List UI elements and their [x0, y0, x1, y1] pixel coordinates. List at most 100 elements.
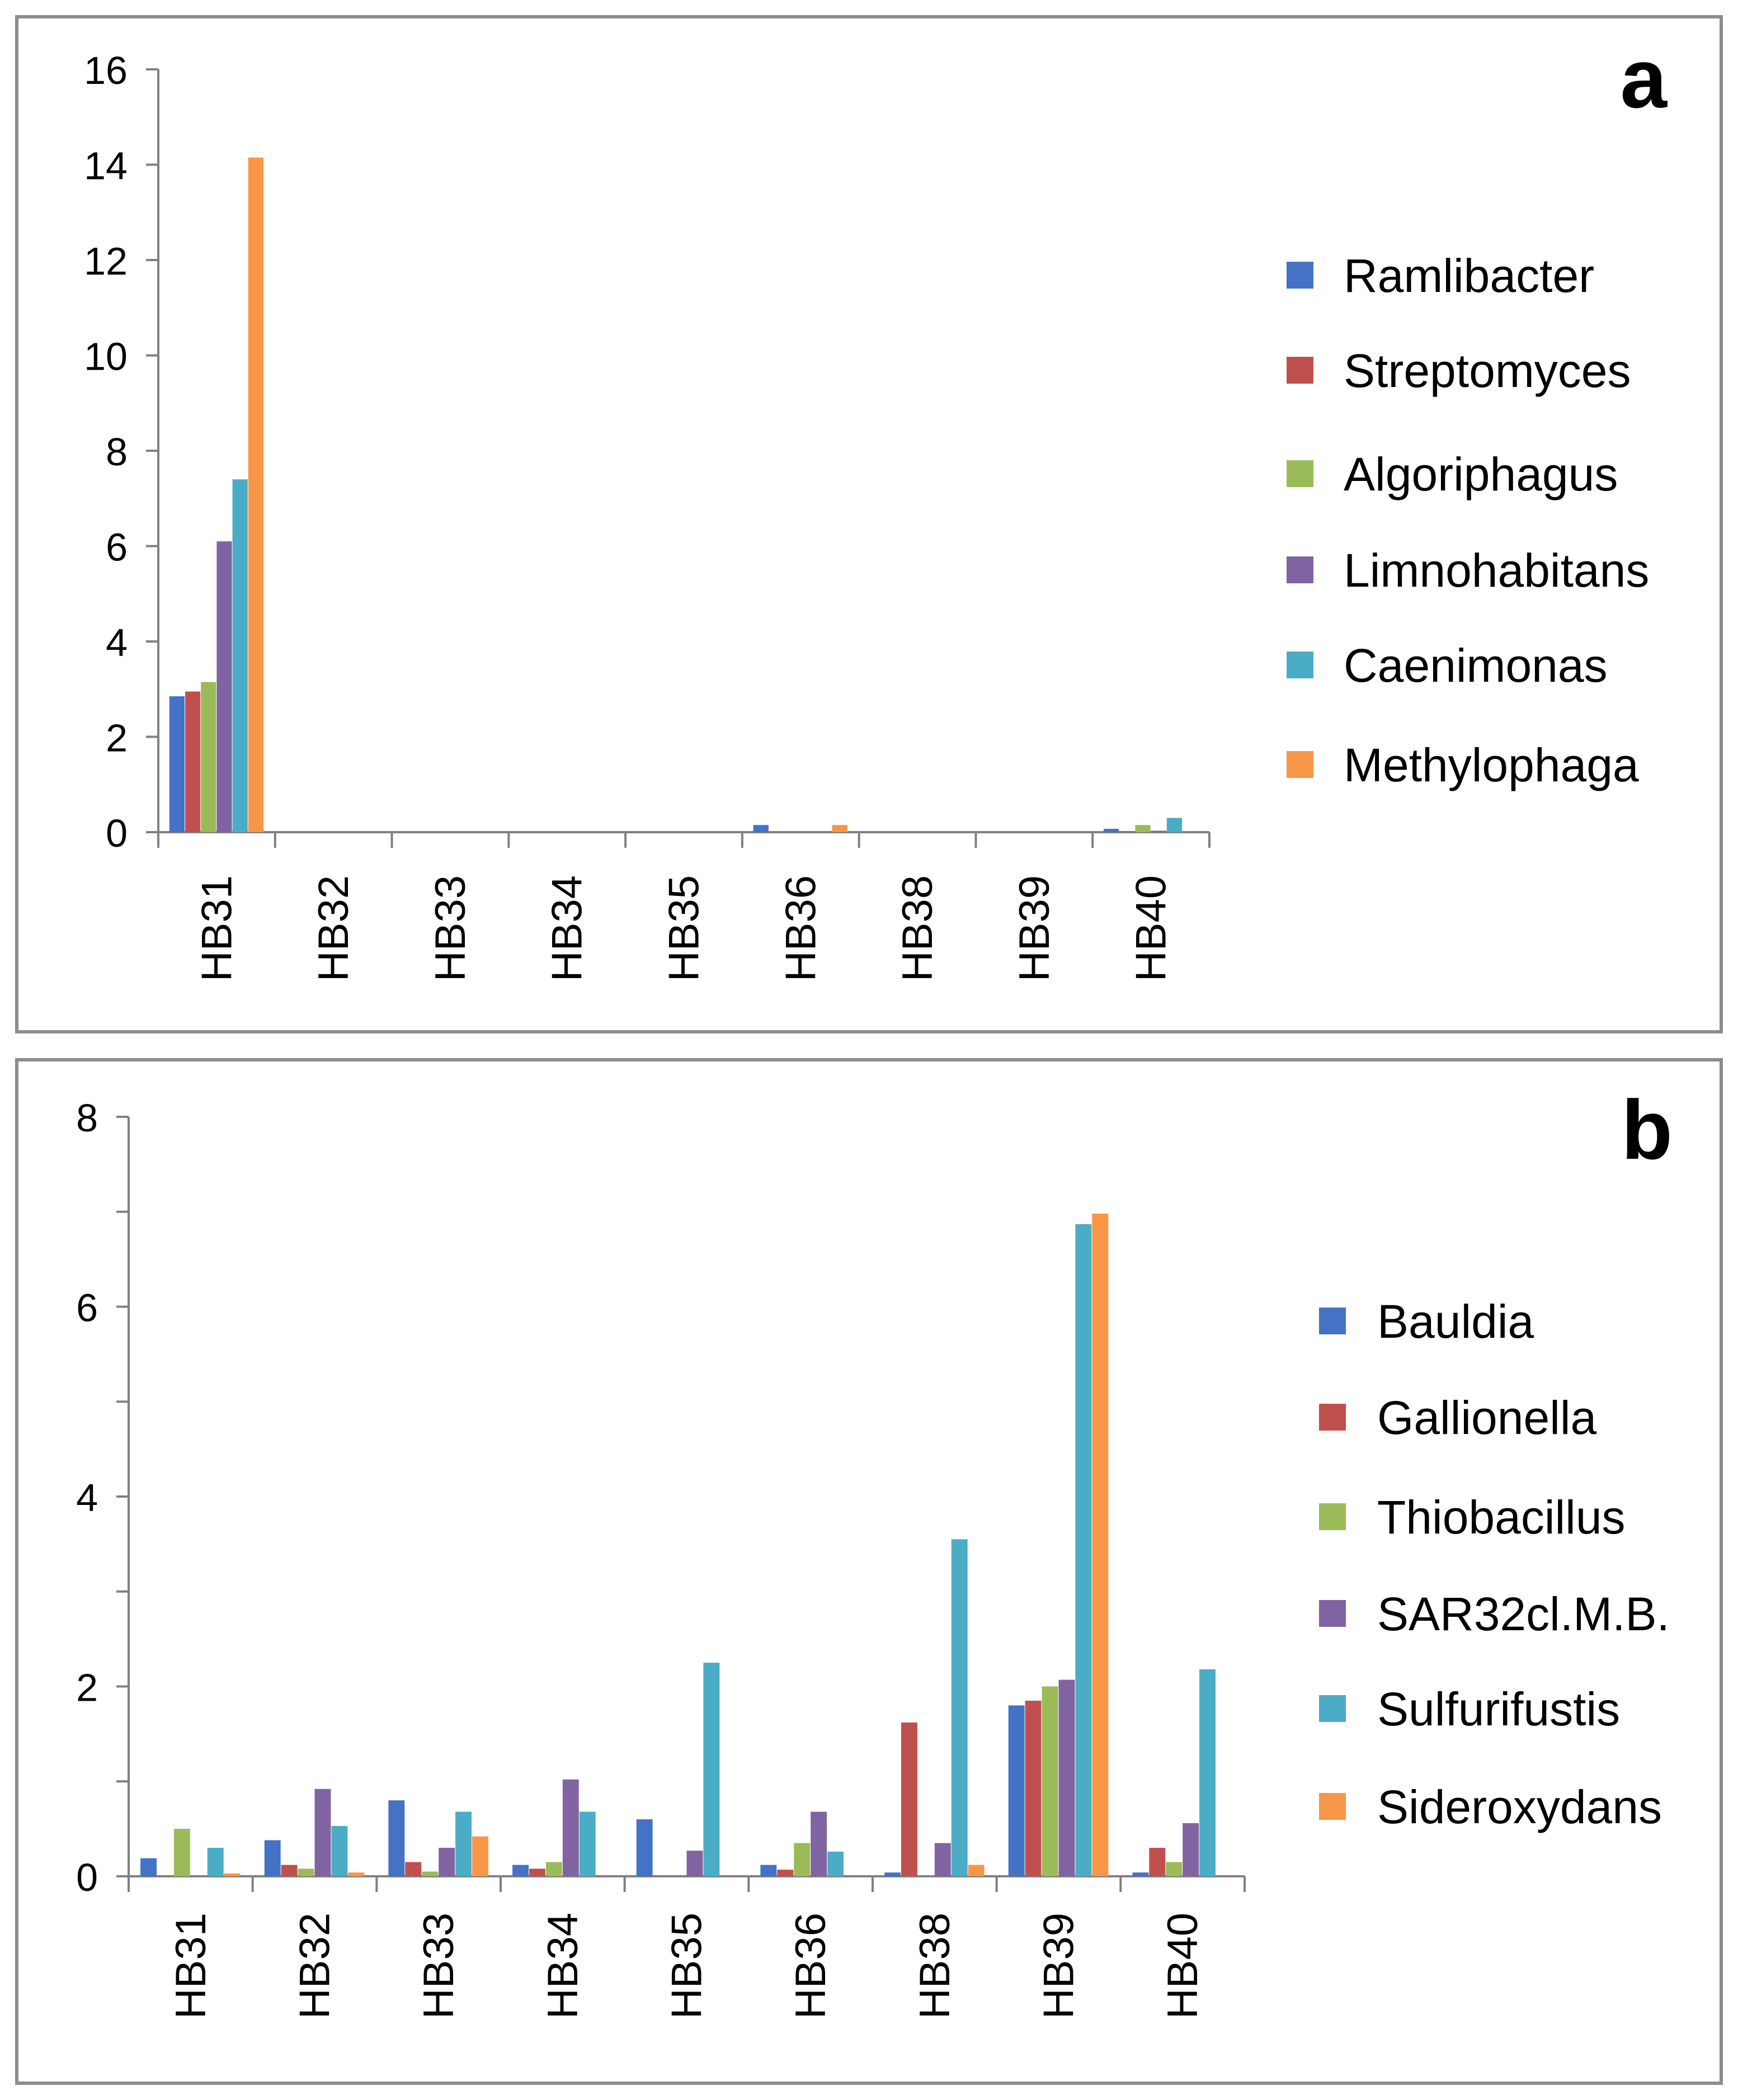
- bar-Bauldia-HB38: [884, 1872, 901, 1876]
- legend-swatch: [1287, 652, 1313, 678]
- bar-SAR32cl.M.B.-HB35: [686, 1851, 703, 1876]
- legend-label: Limnohabitans: [1344, 544, 1649, 597]
- bar-Caenimonas-HB31: [232, 479, 248, 832]
- bar-Sideroxydans-HB39: [1092, 1214, 1109, 1876]
- x-tick-label: HB33: [415, 1913, 463, 2019]
- legend-swatch: [1319, 1600, 1346, 1627]
- bar-Sideroxydans-HB33: [472, 1836, 488, 1876]
- x-tick-label: HB34: [539, 1913, 587, 2019]
- x-tick-label: HB32: [291, 1913, 339, 2019]
- bar-Thiobacillus-HB36: [794, 1843, 811, 1876]
- panel-label: b: [1621, 1083, 1673, 1177]
- bar-Thiobacillus-HB32: [298, 1868, 314, 1876]
- bar-Bauldia-HB33: [388, 1800, 405, 1876]
- bar-SAR32cl.M.B.-HB39: [1058, 1679, 1075, 1876]
- bar-Bauldia-HB32: [264, 1840, 281, 1876]
- x-tick-label: HB39: [1035, 1913, 1083, 2019]
- chart-panel-a: a 0 2 4 6 8 10 12 14 16 HB31 HB32 HB33 HB34 HB35 HB36 HB…: [15, 15, 1723, 1034]
- bar-Gallionella-HB36: [777, 1870, 794, 1876]
- x-tick-label: HB35: [663, 1913, 711, 2019]
- legend-swatch: [1287, 556, 1313, 583]
- bar-Streptomyces-HB31: [185, 691, 201, 832]
- legend-label: Algoriphagus: [1344, 448, 1618, 501]
- bar-Bauldia-HB34: [512, 1865, 529, 1876]
- legend-label: Methylophaga: [1344, 739, 1639, 791]
- x-tick-label: HB38: [911, 1913, 959, 2019]
- chart-panel-b: b 0 2 4 6 8 HB31 HB32 HB33 HB34 HB35 HB36 HB38 HB39 HB…: [15, 1058, 1723, 2085]
- bar-Sulfurifustis-HB38: [951, 1539, 968, 1876]
- bar-Ramlibacter-HB40: [1104, 829, 1119, 832]
- legend-label: SAR32cl.M.B.: [1377, 1588, 1670, 1640]
- bar-Limnohabitans-HB31: [216, 541, 232, 832]
- bar-SAR32cl.M.B.-HB32: [314, 1788, 331, 1876]
- bar-Algoriphagus-HB31: [201, 682, 216, 832]
- x-tick-label: HB31: [167, 1913, 215, 2019]
- y-tick-label: 4: [106, 621, 128, 664]
- y-tick-label: 4: [76, 1476, 98, 1519]
- bar-Sideroxydans-HB32: [348, 1872, 365, 1876]
- x-tick-label: HB36: [777, 875, 825, 981]
- bar-Bauldia-HB39: [1008, 1705, 1025, 1876]
- bar-Streptomyces-HB40: [1119, 831, 1135, 832]
- bar-Sulfurifustis-HB31: [207, 1848, 224, 1876]
- legend-swatch: [1319, 1308, 1346, 1334]
- panel-frame: [15, 1058, 1723, 2085]
- panel-frame: [15, 15, 1723, 1034]
- bar-Ramlibacter-HB31: [169, 696, 185, 832]
- y-tick-label: 16: [84, 49, 128, 92]
- bar-Bauldia-HB35: [636, 1819, 653, 1876]
- x-tick-label: HB40: [1159, 1913, 1207, 2019]
- bar-SAR32cl.M.B.-HB36: [811, 1811, 827, 1876]
- legend-swatch: [1287, 262, 1313, 289]
- x-tick-label: HB31: [193, 875, 241, 981]
- legend-label: Caenimonas: [1344, 639, 1608, 692]
- y-tick-label: 6: [76, 1286, 98, 1330]
- y-tick-label: 6: [106, 526, 128, 569]
- bar-Ramlibacter-HB36: [753, 825, 769, 832]
- bar-Bauldia-HB36: [760, 1865, 777, 1876]
- bar-SAR32cl.M.B.-HB33: [439, 1848, 455, 1876]
- bar-Sideroxydans-HB31: [224, 1873, 241, 1876]
- bar-Sulfurifustis-HB32: [331, 1826, 348, 1876]
- bar-SAR32cl.M.B.-HB38: [934, 1843, 951, 1876]
- bar-SAR32cl.M.B.-HB34: [562, 1779, 579, 1876]
- bar-Bauldia-HB40: [1132, 1872, 1149, 1876]
- legend-label: Gallionella: [1377, 1391, 1597, 1444]
- bar-Caenimonas-HB40: [1166, 818, 1182, 832]
- x-tick-label: HB32: [310, 875, 357, 981]
- y-tick-label: 8: [76, 1096, 98, 1140]
- legend-label: Thiobacillus: [1377, 1491, 1626, 1544]
- bar-Sulfurifustis-HB35: [703, 1663, 720, 1876]
- bar-Thiobacillus-HB40: [1166, 1862, 1183, 1876]
- legend-swatch: [1319, 1793, 1346, 1820]
- x-tick-label: HB35: [661, 875, 708, 981]
- bar-Gallionella-HB39: [1025, 1700, 1042, 1876]
- bar-Methylophaga-HB36: [832, 825, 847, 832]
- legend-swatch: [1287, 460, 1313, 487]
- bar-Sulfurifustis-HB33: [455, 1811, 472, 1876]
- bar-Thiobacillus-HB31: [173, 1829, 190, 1876]
- panel-label: a: [1621, 31, 1668, 125]
- legend-swatch: [1287, 751, 1313, 778]
- y-tick-label: 2: [106, 716, 128, 760]
- legend-label: Streptomyces: [1344, 345, 1631, 397]
- legend-swatch: [1319, 1695, 1346, 1722]
- y-tick-label: 0: [106, 811, 128, 855]
- bar-Bauldia-HB31: [140, 1858, 157, 1876]
- y-tick-label: 0: [76, 1856, 98, 1899]
- y-tick-label: 8: [106, 430, 128, 474]
- bar-Thiobacillus-HB34: [545, 1862, 562, 1876]
- x-tick-label: HB40: [1128, 875, 1175, 981]
- bar-Thiobacillus-HB39: [1042, 1686, 1058, 1876]
- legend-swatch: [1287, 357, 1313, 384]
- legend-swatch: [1319, 1503, 1346, 1530]
- bar-Gallionella-HB32: [281, 1865, 298, 1876]
- y-tick-label: 12: [84, 239, 128, 283]
- bar-Gallionella-HB33: [405, 1862, 422, 1876]
- legend-label: Sideroxydans: [1377, 1781, 1662, 1833]
- bar-Methylophaga-HB31: [248, 157, 263, 832]
- bar-Sideroxydans-HB38: [968, 1865, 985, 1876]
- x-tick-label: HB36: [787, 1913, 835, 2019]
